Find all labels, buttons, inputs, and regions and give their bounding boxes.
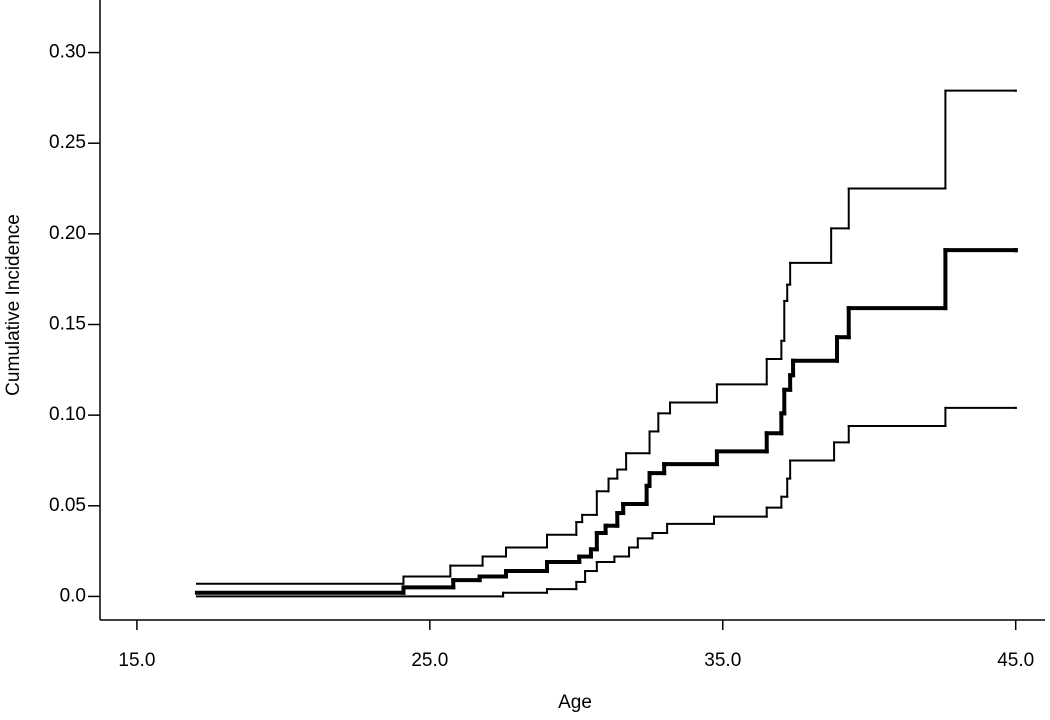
y-tick-label: 0.10 <box>49 404 86 425</box>
y-tick-label: 0.30 <box>49 42 86 63</box>
y-tick-label: 0.05 <box>49 495 86 516</box>
y-tick-label: 0.15 <box>49 314 86 335</box>
y-tick-label: 0.20 <box>49 223 86 244</box>
x-tick-label: 35.0 <box>704 650 741 671</box>
x-tick-label: 15.0 <box>118 650 155 671</box>
x-tick-label: 45.0 <box>997 650 1034 671</box>
y-tick-label: 0.0 <box>60 585 86 606</box>
y-axis-title: Cumulative Incidence <box>3 214 24 396</box>
y-tick-label: 0.25 <box>49 132 86 153</box>
x-tick-label: 25.0 <box>411 650 448 671</box>
x-axis-title: Age <box>558 692 592 713</box>
